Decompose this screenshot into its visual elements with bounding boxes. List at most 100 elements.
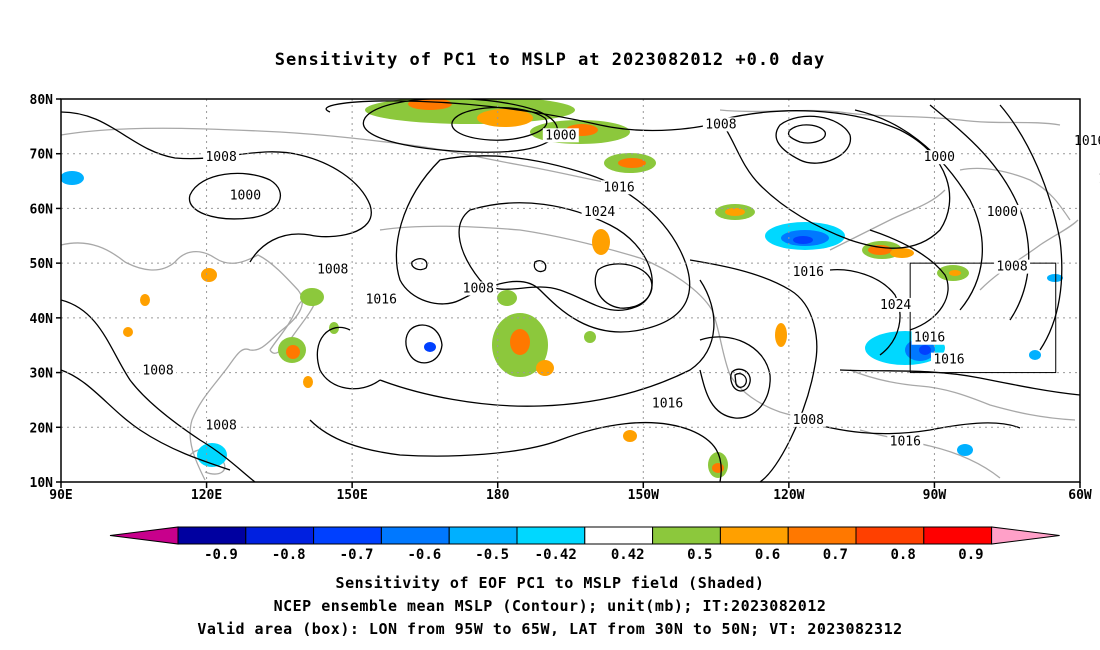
contour-label-bg [314,262,351,277]
contour-label-bg [363,292,400,307]
contour-label: 1016 [603,180,634,195]
lat-tick-label: 10N [30,476,54,491]
contour-label: 1000 [924,150,955,165]
lon-tick-label: 150E [336,488,367,503]
colorbar-label: 0.8 [891,547,916,563]
contour-label-bg [1095,172,1100,187]
caption-shading: Sensitivity of EOF PC1 to MSLP field (Sh… [335,574,765,592]
contour-label: 1008 [205,418,236,433]
contour-label-bg [203,418,240,433]
caption-contour: NCEP ensemble mean MSLP (Contour); unit(… [273,597,827,615]
lon-tick-label: 120W [773,488,804,503]
contour-label-bg [994,259,1031,274]
colorbar-segment [652,526,721,545]
colorbar-label: -0.8 [272,547,306,563]
lon-tick-label: 120E [191,488,222,503]
contour-label: 1016 [890,435,921,450]
colorbar-label: 0.6 [755,547,780,563]
contour-label-bg [140,363,177,378]
plot-title: Sensitivity of PC1 to MSLP at 2023082012… [274,50,826,70]
colorbar-label: 0.7 [823,547,848,563]
colorbar-segment [719,526,789,545]
contour-labels: 1000 1008 1016 1024 1008 1000 1008 1016 1008 1016… [140,117,1100,450]
colorbar-segment [177,526,247,545]
contour-label-bg [930,352,967,367]
contour-label: 1024 [1098,172,1100,187]
lat-tick-label: 20N [30,421,54,436]
lon-tick-label: 90E [49,488,72,503]
lat-tick-label: 60N [30,202,54,217]
contour-label: 1016 [1074,134,1100,149]
lat-tick-label: 80N [30,93,54,108]
contour-label: 1016 [793,265,824,280]
colorbar-segment [448,526,518,545]
contour-label-bg [790,412,827,427]
colorbar-label: -0.6 [407,547,441,563]
lat-tick-label: 40N [30,312,54,327]
colorbar-segment [313,526,382,545]
contour-label-bg [911,330,948,345]
contour-label-bg [581,204,618,219]
colorbar-segment [380,526,450,545]
contour-label: 1008 [705,117,736,132]
colorbar-label: 0.5 [687,547,712,563]
colorbar: -0.9 -0.8 -0.7 -0.6 -0.5 -0.42 0.42 0.5 0.6 0.7 0.… [109,526,1060,563]
contour-label: 1008 [996,260,1027,275]
contour-label: 1024 [584,205,615,220]
colorbar-label: -0.7 [340,547,374,563]
colorbar-low-triangle [109,526,179,545]
contour-label-bg [460,281,497,296]
contour-label: 1016 [933,353,964,368]
contour-label-bg [649,396,686,411]
contour-label: 1008 [142,364,173,379]
colorbar-label: -0.9 [204,547,238,563]
contour-label: 1024 [880,298,911,313]
contour-label-bg [542,128,579,143]
valid-area-rect [909,262,1057,374]
contour-label: 1000 [545,128,576,143]
lat-tick-label: 50N [30,257,54,272]
lon-tick-label: 90W [923,488,947,503]
contour-label: 1000 [987,205,1018,220]
colorbar-segment [584,526,654,545]
valid-area-box [909,262,1057,374]
colorbar-segment [855,526,925,545]
colorbar-label: -0.42 [535,547,577,563]
lat-tick-label: 30N [30,367,54,382]
lon-tick-label: 180 [486,488,510,503]
contour-label: 1016 [914,331,945,346]
contour-label-bg [203,150,240,165]
lon-tick-label: 60W [1068,488,1092,503]
mslp-contours [61,99,1080,482]
lon-tick-label: 150W [628,488,659,503]
contour-label: 1008 [205,150,236,165]
contour-label: 1008 [463,282,494,297]
contour-label: 1008 [317,262,348,277]
contour-label-bg [877,297,914,312]
contour-label-bg [790,265,827,280]
contour-label: 1016 [652,396,683,411]
contour-label-bg [1071,133,1100,148]
colorbar-label: 0.9 [958,547,983,563]
contour-label: 1016 [366,292,397,307]
colorbar-segment [923,526,993,545]
colorbar-label: -0.5 [475,547,509,563]
contour-label: 1008 [793,413,824,428]
contour-label-bg [702,117,739,132]
colorbar-segment [516,526,586,545]
sensitivity-shading [61,99,1063,478]
contour-label: 1000 [230,188,261,203]
colorbar-label: 0.42 [611,547,645,563]
contour-label-bg [984,204,1021,219]
axis-ticks [56,98,1081,488]
caption-valid-area: Valid area (box): LON from 95W to 65W, L… [197,620,903,638]
contour-label-bg [601,180,638,195]
contour-label-bg [887,434,924,449]
colorbar-high-triangle [991,526,1060,545]
contour-label-bg [921,150,958,165]
colorbar-segment [245,526,315,545]
lat-tick-label: 70N [30,148,54,163]
colorbar-segment [787,526,857,545]
